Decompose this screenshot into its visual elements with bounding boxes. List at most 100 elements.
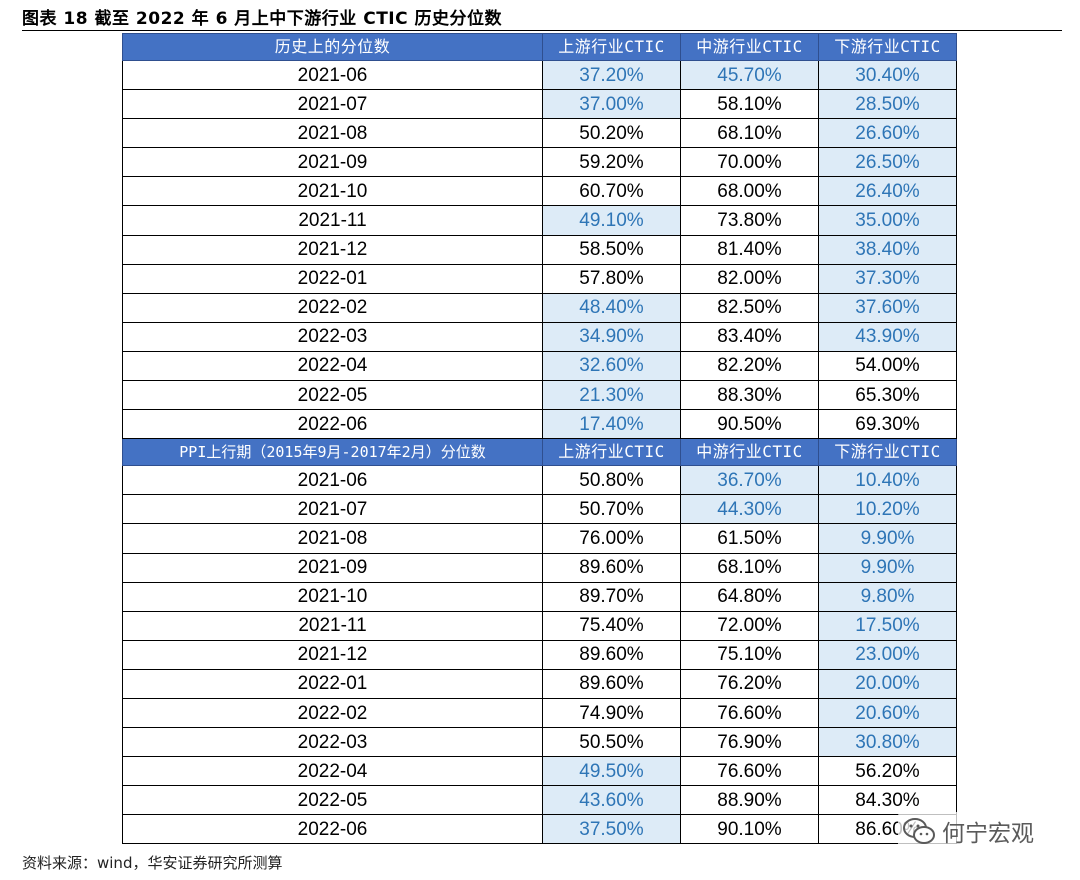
figure-title: 图表 18 截至 2022 年 6 月上中下游行业 CTIC 历史分位数 bbox=[22, 9, 503, 29]
cell-midstream-ctic: 68.10% bbox=[680, 118, 819, 149]
table-row: 2021-10 89.70% 64.80% 9.80% bbox=[122, 581, 957, 612]
cell-midstream-ctic: 90.10% bbox=[680, 814, 819, 845]
row-date: 2022-06 bbox=[122, 814, 543, 845]
table-row: 2021-09 59.20% 70.00% 26.50% bbox=[122, 147, 957, 178]
row-date: 2021-07 bbox=[122, 494, 543, 525]
cell-downstream-ctic: 10.40% bbox=[818, 465, 957, 496]
row-date: 2021-10 bbox=[122, 581, 543, 612]
section-header-row: PPI上行期（2015年9月-2017年2月）分位数 上游行业CTIC 中游行业CT… bbox=[122, 438, 957, 467]
cell-upstream-ctic: 49.50% bbox=[542, 756, 681, 787]
cell-midstream-ctic: 88.90% bbox=[680, 785, 819, 816]
row-date: 2022-01 bbox=[122, 263, 543, 294]
table-row: 2022-02 48.40% 82.50% 37.60% bbox=[122, 292, 957, 323]
cell-upstream-ctic: 75.40% bbox=[542, 610, 681, 641]
cell-midstream-ctic: 72.00% bbox=[680, 610, 819, 641]
cell-downstream-ctic: 9.90% bbox=[818, 523, 957, 554]
table-row: 2022-01 89.60% 76.20% 20.00% bbox=[122, 668, 957, 699]
cell-downstream-ctic: 35.00% bbox=[818, 205, 957, 236]
cell-midstream-ctic: 76.90% bbox=[680, 727, 819, 758]
row-date: 2021-06 bbox=[122, 465, 543, 496]
row-date: 2021-12 bbox=[122, 234, 543, 265]
cell-upstream-ctic: 50.70% bbox=[542, 494, 681, 525]
cell-midstream-ctic: 73.80% bbox=[680, 205, 819, 236]
cell-midstream-ctic: 58.10% bbox=[680, 89, 819, 120]
cell-midstream-ctic: 76.20% bbox=[680, 668, 819, 699]
row-date: 2022-06 bbox=[122, 409, 543, 440]
cell-upstream-ctic: 37.20% bbox=[542, 59, 681, 91]
table-row: 2022-04 32.60% 82.20% 54.00% bbox=[122, 350, 957, 382]
cell-downstream-ctic: 26.50% bbox=[818, 147, 957, 178]
cell-downstream-ctic: 17.50% bbox=[818, 610, 957, 641]
table-row: 2021-06 50.80% 36.70% 10.40% bbox=[122, 465, 957, 496]
cell-upstream-ctic: 89.60% bbox=[542, 639, 681, 670]
cell-upstream-ctic: 74.90% bbox=[542, 697, 681, 729]
row-date: 2021-12 bbox=[122, 639, 543, 670]
cell-downstream-ctic: 26.40% bbox=[818, 176, 957, 207]
row-date: 2022-03 bbox=[122, 321, 543, 352]
cell-downstream-ctic: 9.80% bbox=[818, 581, 957, 612]
section-header-row: 历史上的分位数 上游行业CTIC 中游行业CTIC 下游行业CTIC bbox=[122, 33, 957, 61]
cell-midstream-ctic: 81.40% bbox=[680, 234, 819, 265]
cell-upstream-ctic: 50.20% bbox=[542, 118, 681, 149]
cell-upstream-ctic: 89.60% bbox=[542, 552, 681, 583]
cell-downstream-ctic: 30.80% bbox=[818, 727, 957, 758]
row-date: 2021-07 bbox=[122, 89, 543, 120]
cell-upstream-ctic: 59.20% bbox=[542, 147, 681, 178]
cell-downstream-ctic: 38.40% bbox=[818, 234, 957, 265]
row-date: 2022-05 bbox=[122, 785, 543, 816]
column-header: 上游行业CTIC bbox=[542, 33, 681, 61]
cell-midstream-ctic: 61.50% bbox=[680, 523, 819, 554]
cell-downstream-ctic: 20.00% bbox=[818, 668, 957, 699]
table-row: 2021-10 60.70% 68.00% 26.40% bbox=[122, 176, 957, 207]
cell-midstream-ctic: 82.50% bbox=[680, 292, 819, 323]
table-row: 2022-06 37.50% 90.10% 86.60% bbox=[122, 814, 957, 845]
cell-downstream-ctic: 26.60% bbox=[818, 118, 957, 149]
row-date: 2022-01 bbox=[122, 668, 543, 699]
cell-midstream-ctic: 68.10% bbox=[680, 552, 819, 583]
cell-downstream-ctic: 28.50% bbox=[818, 89, 957, 120]
table-row: 2021-07 37.00% 58.10% 28.50% bbox=[122, 89, 957, 120]
row-date: 2021-08 bbox=[122, 523, 543, 554]
table-row: 2021-09 89.60% 68.10% 9.90% bbox=[122, 552, 957, 583]
cell-midstream-ctic: 70.00% bbox=[680, 147, 819, 178]
cell-midstream-ctic: 88.30% bbox=[680, 380, 819, 411]
cell-upstream-ctic: 58.50% bbox=[542, 234, 681, 265]
cell-midstream-ctic: 44.30% bbox=[680, 494, 819, 525]
cell-upstream-ctic: 49.10% bbox=[542, 205, 681, 236]
cell-downstream-ctic: 69.30% bbox=[818, 409, 957, 440]
table-row: 2021-08 76.00% 61.50% 9.90% bbox=[122, 523, 957, 554]
watermark: 何宁宏观 bbox=[898, 812, 1038, 850]
cell-upstream-ctic: 21.30% bbox=[542, 380, 681, 411]
table-row: 2021-12 58.50% 81.40% 38.40% bbox=[122, 234, 957, 265]
row-date: 2021-09 bbox=[122, 147, 543, 178]
cell-downstream-ctic: 23.00% bbox=[818, 639, 957, 670]
cell-upstream-ctic: 43.60% bbox=[542, 785, 681, 816]
cell-upstream-ctic: 89.70% bbox=[542, 581, 681, 612]
row-date: 2022-05 bbox=[122, 380, 543, 411]
cell-upstream-ctic: 50.50% bbox=[542, 727, 681, 758]
table-row: 2022-06 17.40% 90.50% 69.30% bbox=[122, 409, 957, 440]
cell-downstream-ctic: 43.90% bbox=[818, 321, 957, 352]
cell-upstream-ctic: 60.70% bbox=[542, 176, 681, 207]
cell-downstream-ctic: 84.30% bbox=[818, 785, 957, 816]
table-row: 2022-04 49.50% 76.60% 56.20% bbox=[122, 756, 957, 787]
cell-midstream-ctic: 90.50% bbox=[680, 409, 819, 440]
cell-upstream-ctic: 89.60% bbox=[542, 668, 681, 699]
section-header-label: 历史上的分位数 bbox=[122, 33, 543, 61]
table-row: 2022-05 43.60% 88.90% 84.30% bbox=[122, 785, 957, 816]
row-date: 2022-04 bbox=[122, 756, 543, 787]
cell-upstream-ctic: 37.00% bbox=[542, 89, 681, 120]
cell-upstream-ctic: 34.90% bbox=[542, 321, 681, 352]
title-rule bbox=[22, 30, 1062, 31]
cell-upstream-ctic: 37.50% bbox=[542, 814, 681, 845]
cell-upstream-ctic: 48.40% bbox=[542, 292, 681, 323]
table-row: 2021-12 89.60% 75.10% 23.00% bbox=[122, 639, 957, 670]
table-row: 2022-02 74.90% 76.60% 20.60% bbox=[122, 697, 957, 729]
cell-upstream-ctic: 17.40% bbox=[542, 409, 681, 440]
cell-downstream-ctic: 37.60% bbox=[818, 292, 957, 323]
row-date: 2021-11 bbox=[122, 205, 543, 236]
ctic-percentile-table: 历史上的分位数 上游行业CTIC 中游行业CTIC 下游行业CTIC 2021-06 37… bbox=[122, 33, 957, 845]
table-row: 2021-07 50.70% 44.30% 10.20% bbox=[122, 494, 957, 525]
cell-downstream-ctic: 54.00% bbox=[818, 350, 957, 382]
row-date: 2021-06 bbox=[122, 59, 543, 91]
